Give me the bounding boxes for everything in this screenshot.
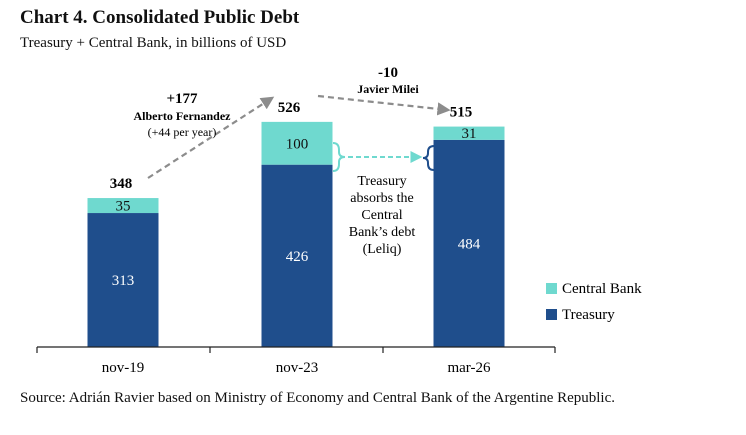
bar-central-bank-mar-26	[433, 126, 505, 140]
chart-title: Chart 4. Consolidated Public Debt	[20, 7, 300, 28]
label-treasury-nov-23: 426	[286, 249, 309, 265]
chart-subtitle: Treasury + Central Bank, in billions of …	[20, 35, 287, 51]
leliq-line-1: Treasury	[357, 174, 406, 189]
bar-central-bank-nov-19	[87, 198, 159, 214]
milei-arrow	[317, 94, 451, 116]
leliq-line-5: (Leliq)	[363, 242, 402, 257]
milei-delta: -10	[378, 65, 398, 81]
bar-central-bank-nov-23	[261, 121, 333, 165]
legend-swatch-central-bank	[546, 283, 557, 294]
bar-treasury-nov-23	[261, 164, 333, 347]
bar-treasury-mar-26	[433, 139, 505, 347]
leliq-line-2: absorbs the	[350, 191, 413, 206]
label-treasury-nov-19: 313	[112, 273, 135, 289]
fernandez-note: (+44 per year)	[148, 125, 217, 139]
x-tick-nov-19: nov-19	[102, 360, 145, 376]
label-central-bank-nov-19: 35	[116, 199, 131, 215]
leliq-line-4: Bank’s debt	[349, 225, 416, 240]
leliq-brace-left	[332, 142, 346, 172]
leliq-line-3: Central	[361, 208, 402, 223]
legend-label-treasury: Treasury	[562, 307, 615, 323]
x-tick-mar-26: mar-26	[447, 360, 491, 376]
legend-label-central-bank: Central Bank	[562, 281, 642, 297]
total-label-nov-23: 526	[278, 100, 301, 116]
total-label-mar-26: 515	[450, 105, 473, 121]
total-label-nov-19: 348	[110, 176, 133, 192]
fernandez-arrow	[147, 96, 275, 179]
bar-treasury-nov-19	[87, 213, 159, 347]
milei-name: Javier Milei	[357, 82, 419, 96]
label-treasury-mar-26: 484	[458, 236, 481, 252]
label-central-bank-nov-23: 100	[286, 136, 309, 152]
fernandez-name: Alberto Fernandez	[134, 109, 232, 123]
x-axis: nov-19 nov-23 mar-26	[36, 346, 556, 376]
bars: 313 35 348 426 100 526 484 31 515	[87, 100, 505, 347]
chart-source: Source: Adrián Ravier based on Ministry …	[20, 390, 616, 406]
leliq-brace-right	[422, 145, 435, 171]
fernandez-delta: +177	[166, 91, 198, 107]
legend-swatch-treasury	[546, 309, 557, 320]
x-tick-nov-23: nov-23	[276, 360, 319, 376]
label-central-bank-mar-26: 31	[462, 126, 477, 142]
